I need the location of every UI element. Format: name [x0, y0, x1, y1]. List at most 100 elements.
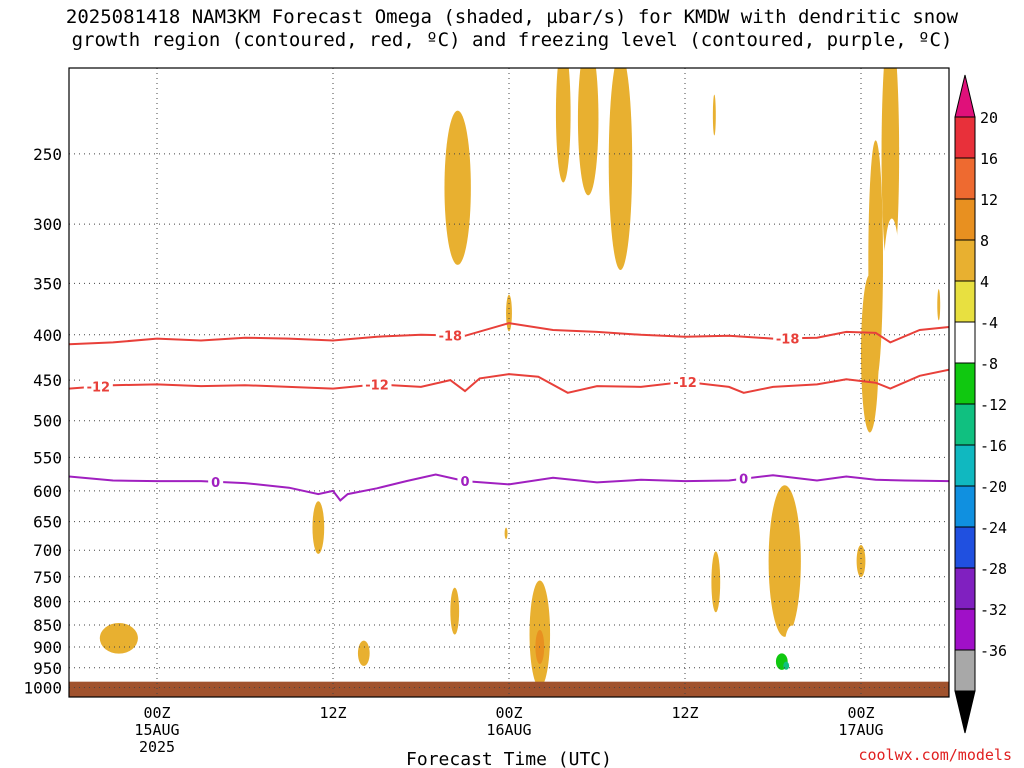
contour-label-bg [457, 474, 473, 489]
colorbar-label: 20 [980, 109, 998, 127]
x-tick-label: 12Z [319, 704, 346, 722]
omega-region-22 [934, 212, 947, 286]
contour-label-bg [736, 471, 752, 486]
contour-label-bg [773, 331, 803, 346]
contour-line [69, 473, 949, 502]
omega-region-17 [711, 551, 721, 613]
x-tick-label: 17AUG [838, 721, 883, 739]
y-tick-label: 500 [33, 412, 62, 431]
colorbar-top-arrow [954, 74, 976, 118]
y-tick-label: 800 [33, 593, 62, 612]
colorbar-label: -8 [980, 355, 998, 373]
colorbar-label: -28 [980, 560, 1007, 578]
contour-label-bg [208, 474, 224, 489]
contour-label-bg [435, 328, 465, 343]
colorbar-label: -4 [980, 314, 998, 332]
colorbar-label: -32 [980, 601, 1007, 619]
y-tick-label: 400 [33, 326, 62, 345]
colorbar-swatch [954, 608, 976, 651]
plot-frame [68, 67, 950, 698]
omega-region-4 [712, 94, 716, 136]
contour-label-bg [670, 374, 700, 389]
contour-label-bg [362, 377, 392, 392]
credit-text[interactable]: coolwx.com/models [858, 746, 1012, 764]
y-tick-label: 850 [33, 616, 62, 635]
contour-label: -18 [776, 332, 800, 347]
y-tick-label: 450 [33, 371, 62, 390]
omega-region-35 [783, 661, 790, 670]
omega-region-9 [937, 289, 941, 321]
colorbar-label: -20 [980, 478, 1007, 496]
colorbar-swatch [954, 444, 976, 487]
omega-region-2 [577, 68, 599, 196]
x-tick-label: 12Z [671, 704, 698, 722]
y-tick-label: 300 [33, 215, 62, 234]
title-line-2: growth region (contoured, red, ºC) and f… [71, 29, 953, 51]
omega-region-30 [907, 602, 932, 657]
y-tick-label: 650 [33, 513, 62, 532]
omega-region-27 [626, 582, 650, 607]
y-tick-label: 900 [33, 638, 62, 657]
y-tick-label: 550 [33, 448, 62, 467]
colorbar-swatch [954, 362, 976, 405]
y-tick-label: 750 [33, 568, 62, 587]
contour-line [69, 368, 949, 394]
x-tick-label: 15AUG [134, 721, 179, 739]
y-tick-label: 250 [33, 145, 62, 164]
colorbar-label: 4 [980, 273, 989, 291]
colorbar-swatch [954, 485, 976, 528]
colorbar-label: -16 [980, 437, 1007, 455]
omega-region-12 [450, 587, 460, 635]
colorbar-swatch [954, 321, 976, 364]
contour-line [69, 322, 949, 346]
x-tick-label: 00Z [143, 704, 170, 722]
title-line-1: 2025081418 NAM3KM Forecast Omega (shaded… [65, 6, 959, 28]
x-tick-label: 2025 [139, 738, 175, 756]
colorbar-swatch [954, 116, 976, 159]
colorbar-bottom-arrow [954, 690, 976, 734]
contour-label: -12 [365, 378, 389, 393]
omega-region-28 [869, 451, 894, 671]
colorbar-label: 12 [980, 191, 998, 209]
omega-region-33 [784, 625, 800, 669]
colorbar-label: -36 [980, 642, 1007, 660]
omega-region-3 [608, 68, 633, 270]
y-tick-label: 700 [33, 541, 62, 560]
contour-label-bg [83, 379, 113, 394]
colorbar-swatch [954, 526, 976, 569]
colorbar-swatch [954, 649, 976, 692]
x-tick-label: 00Z [847, 704, 874, 722]
contour-label: 0 [460, 475, 469, 490]
contour-label: 0 [739, 473, 748, 488]
colorbar-swatch [954, 198, 976, 241]
ground-band [69, 681, 949, 697]
omega-region-1 [555, 68, 571, 183]
omega-region-10 [861, 274, 879, 433]
colorbar-swatch [954, 280, 976, 323]
colorbar-swatch [954, 403, 976, 446]
omega-region-18 [768, 485, 801, 637]
colorbar-label: 8 [980, 232, 989, 250]
contour-label: 0 [211, 476, 220, 491]
y-tick-label: 600 [33, 482, 62, 501]
colorbar-label: 16 [980, 150, 998, 168]
omega-region-19 [856, 545, 866, 578]
y-tick-label: 350 [33, 274, 62, 293]
omega-region-31 [935, 486, 949, 558]
omega-region-0 [444, 110, 471, 265]
colorbar-label: -24 [980, 519, 1007, 537]
omega-region-14 [357, 640, 370, 666]
y-tick-label: 1000 [23, 678, 62, 697]
x-tick-label: 16AUG [486, 721, 531, 739]
omega-region-26 [487, 458, 511, 530]
x-axis-label: Forecast Time (UTC) [406, 749, 612, 768]
x-tick-label: 00Z [495, 704, 522, 722]
colorbar-label: -12 [980, 396, 1007, 414]
omega-region-24 [883, 218, 901, 371]
omega-region-11 [312, 501, 325, 554]
contour-label: -12 [87, 380, 111, 395]
colorbar-swatch [954, 239, 976, 282]
omega-region-15 [504, 527, 508, 540]
omega-region-13 [99, 622, 138, 654]
